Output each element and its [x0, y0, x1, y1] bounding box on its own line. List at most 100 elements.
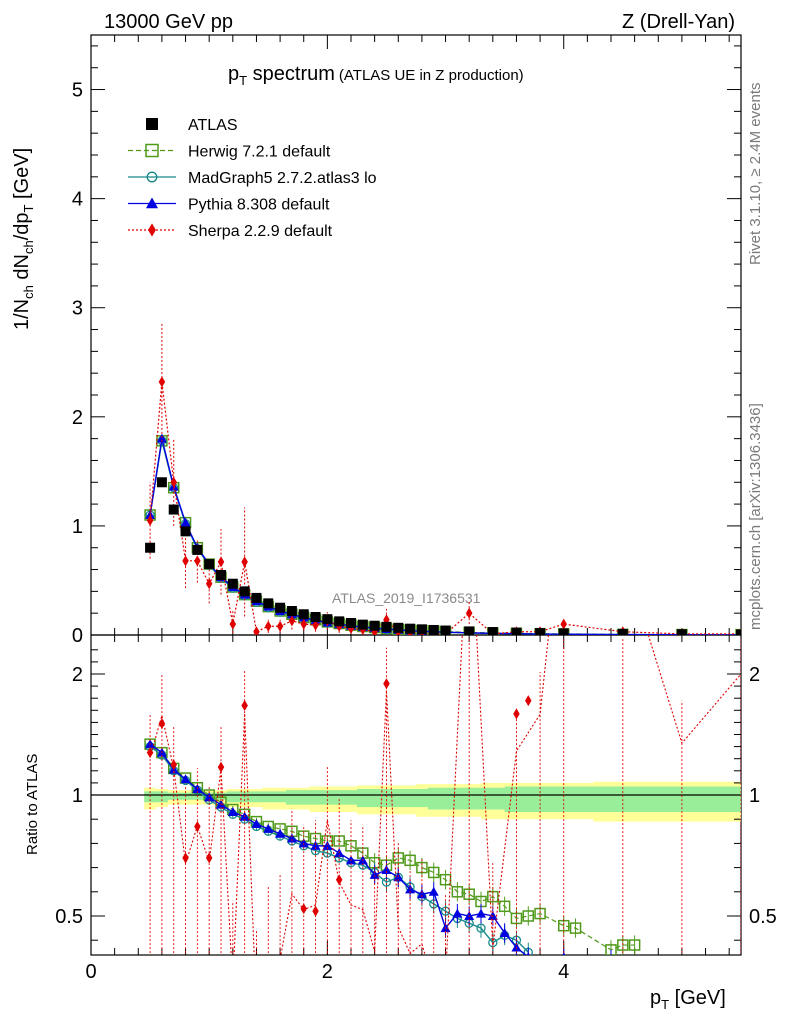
y-tick-label: 4 — [72, 189, 83, 211]
ratio-data-point — [335, 874, 343, 886]
ratio-y-tick-label-right: 0.5 — [749, 906, 777, 928]
data-point — [322, 614, 333, 625]
series-pythia — [145, 433, 741, 635]
data-point — [369, 620, 380, 631]
y-tick-label: 5 — [72, 80, 83, 102]
data-point — [263, 598, 274, 609]
data-point — [194, 555, 201, 567]
data-point — [560, 618, 567, 630]
ratio-data-point — [322, 840, 333, 850]
data-point — [288, 615, 296, 627]
ratio-data-point — [310, 840, 321, 850]
ratio-data-point — [513, 708, 520, 720]
data-point — [241, 556, 248, 568]
header-left-label: 13000 GeV pp — [104, 11, 233, 33]
ratio-data-point — [498, 900, 511, 913]
plot-title: pT spectrum (ATLAS UE in Z production) — [228, 63, 524, 88]
series-atlas — [145, 477, 741, 635]
ratio-panel-series — [144, 635, 741, 955]
legend-label: Pythia 8.308 default — [188, 197, 330, 214]
plot-title-main: p — [228, 63, 239, 85]
ratio-data-point — [522, 910, 535, 922]
data-point — [465, 607, 473, 619]
y-tick-label: 1 — [72, 516, 83, 538]
ratio-data-point — [562, 952, 566, 955]
x-tick-label: 0 — [85, 961, 96, 983]
data-point — [276, 620, 284, 632]
ratio-series-line — [149, 743, 635, 951]
data-point — [416, 624, 427, 635]
series-line — [149, 381, 741, 635]
ratio-y-tick-label: 0.5 — [55, 906, 83, 928]
data-point — [393, 622, 404, 633]
data-point — [535, 628, 546, 635]
ratio-data-point — [451, 886, 464, 898]
ratio-data-point — [369, 869, 380, 879]
ratio-data-point — [610, 954, 612, 955]
legend: ATLAS Herwig 7.2.1 default MadGraph5 2.7.2… — [128, 117, 377, 240]
ratio-data-point — [452, 908, 463, 918]
ratio-data-point — [312, 905, 319, 917]
ratio-data-point — [300, 903, 307, 915]
data-point — [346, 618, 356, 628]
ratio-data-point — [180, 774, 191, 784]
ratio-data-point — [241, 699, 248, 711]
legend-marker — [146, 171, 158, 183]
data-point — [158, 376, 166, 388]
top-axis-ticks: 0 1 2 3 4 5 — [72, 35, 741, 647]
data-point — [217, 556, 225, 568]
ratio-y-tick-label-right: 1 — [749, 785, 760, 807]
data-point — [146, 514, 154, 526]
ratio-data-point — [383, 678, 390, 690]
legend-item: Pythia 8.308 default — [128, 197, 330, 214]
data-point — [428, 624, 439, 635]
ratio-data-point — [511, 942, 522, 952]
y-tick-label: 0 — [72, 625, 83, 647]
watermark: ATLAS_2019_I1736531 — [332, 590, 481, 606]
ratio-series-herwig — [144, 738, 641, 955]
data-point — [205, 578, 213, 590]
ratio-data-point — [205, 852, 213, 864]
ratio-data-point — [182, 852, 189, 864]
data-point — [192, 544, 203, 555]
data-point — [298, 609, 309, 620]
data-point — [334, 616, 345, 627]
data-point — [511, 627, 522, 635]
ratio-data-point — [628, 939, 641, 951]
data-point — [300, 618, 307, 630]
mcplots-label: mcplots.cern.ch [arXiv:1306.3436] — [747, 403, 764, 630]
x-tick-label: 4 — [558, 961, 569, 983]
top-y-axis-label: 1/Nch dNch/dpT [GeV] — [11, 148, 36, 330]
ratio-data-point — [404, 854, 416, 867]
plot-title-sub: T — [239, 73, 247, 88]
rivet-label: Rivet 3.1.10, ≥ 2.4M events — [747, 83, 764, 266]
ratio-data-point — [217, 761, 225, 773]
data-point — [180, 526, 191, 537]
ratio-data-point — [251, 819, 262, 829]
data-point — [251, 592, 262, 603]
legend-marker — [146, 197, 158, 209]
y-tick-label: 2 — [72, 407, 83, 429]
data-point — [156, 477, 167, 488]
ratio-data-point — [569, 922, 582, 934]
legend-item: ATLAS — [146, 117, 238, 134]
ratio-data-point — [263, 823, 274, 833]
data-point — [310, 612, 321, 622]
ratio-data-point — [170, 759, 177, 771]
ratio-data-point — [526, 952, 530, 955]
data-point — [170, 476, 177, 488]
data-point — [229, 618, 237, 630]
ratio-uncertainty-band — [144, 781, 741, 822]
legend-item: Herwig 7.2.1 default — [128, 144, 331, 161]
data-point — [487, 627, 498, 635]
data-point — [617, 628, 628, 635]
legend-item: MadGraph5 2.7.2.atlas3 lo — [128, 170, 377, 187]
ratio-y-tick-label: 1 — [72, 785, 83, 807]
legend-marker — [146, 118, 158, 130]
data-point — [182, 555, 189, 567]
header-right-label: Z (Drell-Yan) — [622, 11, 735, 33]
y-tick-label: 3 — [72, 298, 83, 320]
ratio-data-point — [146, 747, 154, 759]
uncertainty-band-inner — [144, 786, 741, 812]
